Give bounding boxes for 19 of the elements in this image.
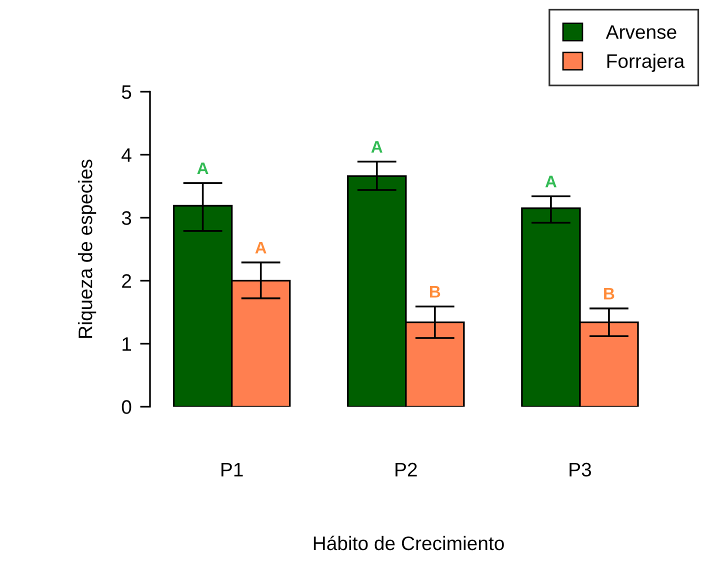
y-tick-label: 0 (122, 400, 132, 414)
x-tick-label: P2 (396, 462, 417, 476)
x-tick-label: P1 (222, 462, 243, 476)
annotation: A (371, 141, 382, 153)
annotation: A (255, 242, 266, 254)
annotation: A (545, 176, 557, 188)
annotation: A (197, 162, 208, 174)
annotation: B (430, 286, 440, 298)
annotation: B (604, 288, 614, 300)
y-tick-label: 3 (122, 211, 132, 225)
y-axis-title: Riqueza de especies (78, 160, 96, 338)
x-axis-title: Hábito de Crecimiento (314, 536, 504, 550)
legend-label: Arvense (606, 25, 676, 39)
y-tick-label: 1 (122, 337, 131, 351)
y-tick-label: 2 (122, 274, 131, 288)
x-tick-label: P3 (570, 462, 591, 477)
y-tick-label: 5 (122, 85, 132, 99)
y-tick-label: 4 (122, 148, 132, 162)
legend-label: Forrajera (607, 54, 685, 72)
